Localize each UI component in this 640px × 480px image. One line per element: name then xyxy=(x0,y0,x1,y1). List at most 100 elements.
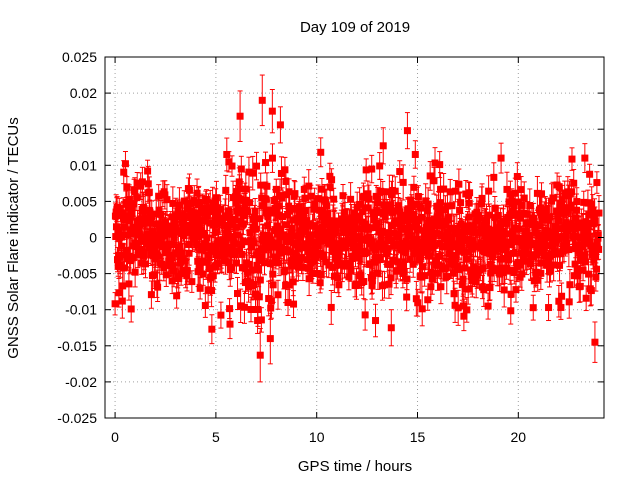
square-marker xyxy=(254,306,262,314)
square-marker xyxy=(131,268,139,276)
square-marker xyxy=(298,254,306,262)
square-marker xyxy=(170,267,178,275)
square-marker xyxy=(236,195,244,203)
square-marker xyxy=(330,195,338,203)
square-marker xyxy=(237,302,245,310)
square-marker xyxy=(418,305,426,313)
square-marker xyxy=(257,316,265,324)
square-marker xyxy=(448,202,456,210)
square-marker xyxy=(345,236,353,244)
square-marker xyxy=(424,296,432,304)
square-marker xyxy=(359,208,367,216)
square-marker xyxy=(225,207,233,215)
square-marker xyxy=(385,280,393,288)
square-marker xyxy=(266,233,274,241)
square-marker xyxy=(144,180,152,188)
square-marker xyxy=(120,168,128,176)
square-marker xyxy=(350,238,358,246)
square-marker xyxy=(426,172,434,180)
square-marker xyxy=(400,225,408,233)
square-marker xyxy=(450,290,458,298)
square-marker xyxy=(274,291,282,299)
data-point xyxy=(327,290,335,325)
square-marker xyxy=(271,226,279,234)
square-marker xyxy=(336,240,344,248)
square-marker xyxy=(140,219,148,227)
square-marker xyxy=(285,202,293,210)
square-marker xyxy=(406,210,414,218)
square-marker xyxy=(155,206,163,214)
square-marker xyxy=(133,240,141,248)
square-marker xyxy=(236,185,244,193)
square-marker xyxy=(220,249,228,257)
data-point xyxy=(237,288,245,324)
square-marker xyxy=(392,267,400,275)
square-marker xyxy=(197,209,205,217)
square-marker xyxy=(455,247,463,255)
square-marker xyxy=(433,269,441,277)
square-marker xyxy=(143,231,151,239)
square-marker xyxy=(246,199,254,207)
chart-title: Day 109 of 2019 xyxy=(300,19,410,36)
square-marker xyxy=(289,278,297,286)
square-marker xyxy=(391,187,399,195)
square-marker xyxy=(291,190,299,198)
square-marker xyxy=(329,263,337,271)
square-marker xyxy=(209,272,217,280)
square-marker xyxy=(326,183,334,191)
square-marker xyxy=(133,194,141,202)
square-marker xyxy=(431,241,439,249)
square-marker xyxy=(446,248,454,256)
square-marker xyxy=(390,229,398,237)
square-marker xyxy=(334,274,342,282)
square-marker xyxy=(426,222,434,230)
square-marker xyxy=(428,275,436,283)
square-marker xyxy=(153,220,161,228)
square-marker xyxy=(298,244,306,252)
square-marker xyxy=(210,220,218,228)
square-marker xyxy=(293,240,301,248)
square-marker xyxy=(396,168,404,176)
square-marker xyxy=(208,287,216,295)
square-marker xyxy=(174,243,182,251)
square-marker xyxy=(188,278,196,286)
square-marker xyxy=(367,224,375,232)
square-marker xyxy=(407,196,415,204)
square-marker xyxy=(111,212,119,220)
square-marker xyxy=(239,237,247,245)
square-marker xyxy=(414,299,422,307)
square-marker xyxy=(430,177,438,185)
data-point xyxy=(403,267,411,291)
square-marker xyxy=(374,269,382,277)
square-marker xyxy=(331,229,339,237)
square-marker xyxy=(376,162,384,170)
data-point xyxy=(249,155,257,191)
square-marker xyxy=(381,212,389,220)
square-marker xyxy=(368,165,376,173)
square-marker xyxy=(431,257,439,265)
square-marker xyxy=(301,207,309,215)
square-marker xyxy=(317,271,325,279)
square-marker xyxy=(292,232,300,240)
square-marker xyxy=(290,300,298,308)
square-marker xyxy=(251,207,259,215)
square-marker xyxy=(272,185,280,193)
square-marker xyxy=(226,305,234,313)
square-marker xyxy=(185,249,193,257)
square-marker xyxy=(256,253,264,261)
data-point xyxy=(330,187,338,211)
data-point xyxy=(381,271,389,299)
square-marker xyxy=(136,245,144,253)
square-marker xyxy=(281,166,289,174)
data-point xyxy=(285,178,293,206)
square-marker xyxy=(196,284,204,292)
square-marker xyxy=(282,281,290,289)
square-marker xyxy=(441,206,449,214)
square-marker xyxy=(403,293,411,301)
square-marker xyxy=(170,241,178,249)
data-point xyxy=(431,147,439,179)
data-point xyxy=(454,289,462,326)
square-marker xyxy=(178,249,186,257)
square-marker xyxy=(285,188,293,196)
square-marker xyxy=(417,253,425,261)
